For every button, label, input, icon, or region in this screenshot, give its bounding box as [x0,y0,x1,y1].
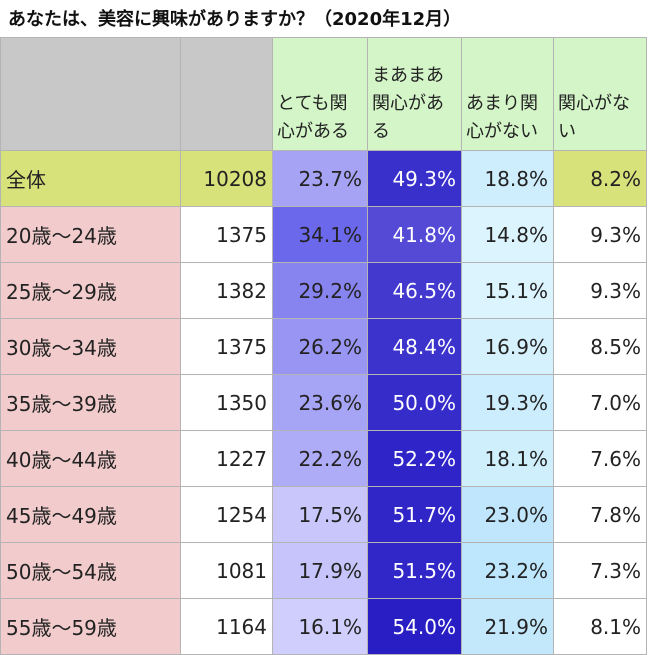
value-very-interested: 23.6% [272,374,368,431]
table-row: 40歳～44歳 1227 22.2% 52.2% 18.1% 7.6% [0,430,647,487]
value-not-very-interested: 19.3% [461,374,554,431]
value-not-very-interested: 18.8% [461,150,554,207]
sample-count: 1375 [180,206,273,263]
table-row: 30歳～34歳 1375 26.2% 48.4% 16.9% 8.5% [0,318,647,375]
value-somewhat-interested: 51.7% [367,486,462,543]
table-row: 35歳～39歳 1350 23.6% 50.0% 19.3% 7.0% [0,374,647,431]
header-row: とても関心がある まあまあ関心がある あまり関心がない 関心がない [0,37,647,151]
table-body: とても関心がある まあまあ関心がある あまり関心がない 関心がない 全体 1020… [0,37,647,655]
value-very-interested: 16.1% [272,598,368,655]
row-label: 20歳～24歳 [0,206,181,263]
value-not-interested: 9.3% [553,206,647,263]
table-row: 55歳～59歳 1164 16.1% 54.0% 21.9% 8.1% [0,598,647,655]
value-somewhat-interested: 41.8% [367,206,462,263]
value-very-interested: 23.7% [272,150,368,207]
value-very-interested: 34.1% [272,206,368,263]
value-somewhat-interested: 46.5% [367,262,462,319]
sample-count: 1382 [180,262,273,319]
row-label: 50歳～54歳 [0,542,181,599]
value-somewhat-interested: 51.5% [367,542,462,599]
value-not-interested: 7.3% [553,542,647,599]
table-row: 20歳～24歳 1375 34.1% 41.8% 14.8% 9.3% [0,206,647,263]
row-label: 45歳～49歳 [0,486,181,543]
row-label: 25歳～29歳 [0,262,181,319]
value-not-very-interested: 16.9% [461,318,554,375]
value-not-interested: 9.3% [553,262,647,319]
value-somewhat-interested: 52.2% [367,430,462,487]
value-not-very-interested: 23.2% [461,542,554,599]
table-row: 25歳～29歳 1382 29.2% 46.5% 15.1% 9.3% [0,262,647,319]
chart-title: あなたは、美容に興味がありますか？（2020年12月） [8,9,462,30]
sample-count: 1164 [180,598,273,655]
value-not-very-interested: 23.0% [461,486,554,543]
sample-count: 1254 [180,486,273,543]
value-not-interested: 7.6% [553,430,647,487]
row-label: 55歳～59歳 [0,598,181,655]
value-not-interested: 8.2% [553,150,647,207]
value-somewhat-interested: 54.0% [367,598,462,655]
value-very-interested: 17.5% [272,486,368,543]
value-very-interested: 17.9% [272,542,368,599]
survey-table: とても関心がある まあまあ関心がある あまり関心がない 関心がない 全体 1020… [0,37,647,655]
value-not-very-interested: 21.9% [461,598,554,655]
header-count-cell [180,37,273,151]
table-row: 50歳～54歳 1081 17.9% 51.5% 23.2% 7.3% [0,542,647,599]
header-somewhat-interested: まあまあ関心がある [367,37,462,151]
sample-count: 1227 [180,430,273,487]
value-not-interested: 7.0% [553,374,647,431]
value-not-very-interested: 15.1% [461,262,554,319]
value-somewhat-interested: 48.4% [367,318,462,375]
header-very-interested: とても関心がある [272,37,368,151]
header-not-interested: 関心がない [553,37,647,151]
value-not-very-interested: 18.1% [461,430,554,487]
value-very-interested: 22.2% [272,430,368,487]
sample-count: 1081 [180,542,273,599]
row-label: 35歳～39歳 [0,374,181,431]
header-label-cell [0,37,181,151]
value-not-interested: 8.1% [553,598,647,655]
value-somewhat-interested: 50.0% [367,374,462,431]
table-row: 全体 10208 23.7% 49.3% 18.8% 8.2% [0,150,647,207]
value-not-very-interested: 14.8% [461,206,554,263]
value-very-interested: 29.2% [272,262,368,319]
value-not-interested: 7.8% [553,486,647,543]
sample-count: 1350 [180,374,273,431]
row-label: 40歳～44歳 [0,430,181,487]
value-not-interested: 8.5% [553,318,647,375]
row-label: 30歳～34歳 [0,318,181,375]
sample-count: 10208 [180,150,273,207]
table-row: 45歳～49歳 1254 17.5% 51.7% 23.0% 7.8% [0,486,647,543]
value-somewhat-interested: 49.3% [367,150,462,207]
row-label: 全体 [0,150,181,207]
sample-count: 1375 [180,318,273,375]
header-not-very-interested: あまり関心がない [461,37,554,151]
value-very-interested: 26.2% [272,318,368,375]
